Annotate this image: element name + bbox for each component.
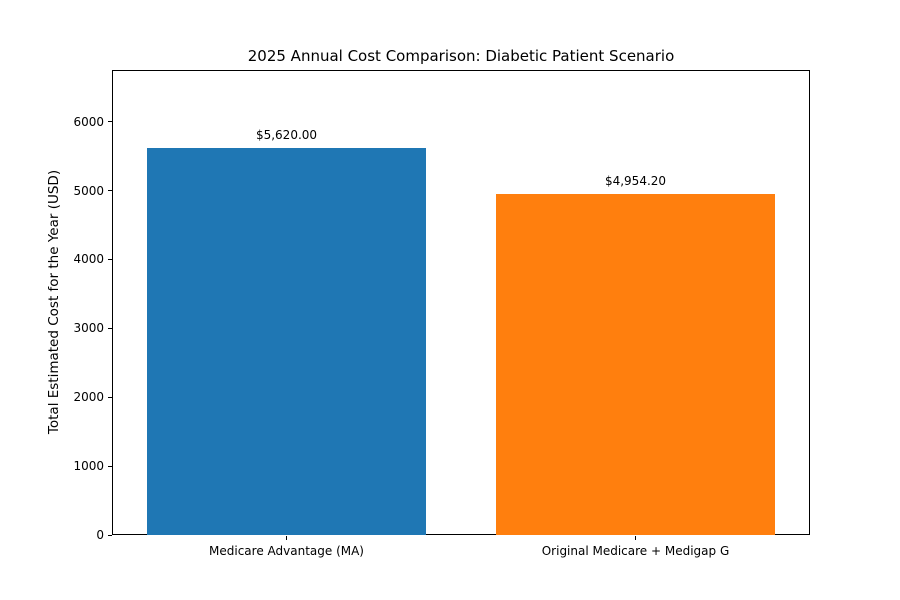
y-tick-mark bbox=[108, 327, 112, 329]
y-tick-mark bbox=[108, 396, 112, 398]
y-tick-label: 1000 bbox=[73, 459, 104, 474]
x-tick-label: Medicare Advantage (MA) bbox=[209, 544, 364, 558]
x-tick-label: Original Medicare + Medigap G bbox=[541, 544, 730, 558]
y-tick-label: 4000 bbox=[73, 252, 104, 267]
bar-value-label: $4,954.20 bbox=[604, 173, 667, 188]
y-tick-label: 5000 bbox=[73, 183, 104, 198]
y-axis-label: Total Estimated Cost for the Year (USD) bbox=[46, 169, 62, 435]
y-tick-mark bbox=[108, 258, 112, 260]
bar-value-label: $5,620.00 bbox=[255, 127, 318, 142]
y-tick-mark bbox=[108, 534, 112, 536]
x-tick-mark bbox=[286, 536, 287, 540]
chart-title: 2025 Annual Cost Comparison: Diabetic Pa… bbox=[247, 47, 675, 65]
y-tick-label: 6000 bbox=[73, 114, 104, 129]
y-tick-label: 2000 bbox=[73, 390, 104, 405]
y-tick-label: 3000 bbox=[73, 321, 104, 336]
bar bbox=[495, 193, 776, 535]
y-tick-mark bbox=[108, 190, 112, 192]
bar bbox=[146, 147, 427, 535]
y-tick-label: 0 bbox=[96, 528, 104, 542]
y-tick-mark bbox=[108, 121, 112, 123]
y-tick-mark bbox=[108, 465, 112, 467]
x-tick-mark bbox=[635, 536, 636, 540]
